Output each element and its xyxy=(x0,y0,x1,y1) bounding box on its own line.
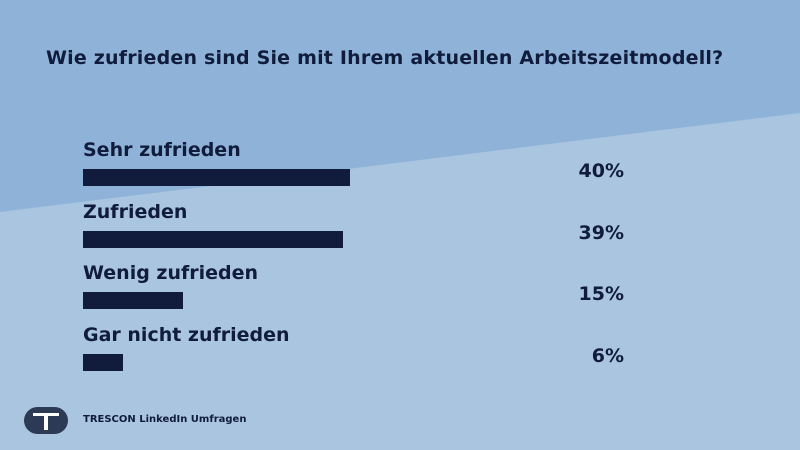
chart-title: Wie zufrieden sind Sie mit Ihrem aktuell… xyxy=(46,47,724,69)
brand-label: TRESCON LinkedIn Umfragen xyxy=(83,414,247,425)
value-label: 15% xyxy=(578,283,624,305)
value-label: 40% xyxy=(578,160,624,182)
bar xyxy=(83,353,124,371)
bar xyxy=(83,169,350,186)
trescon-logo xyxy=(24,407,68,434)
value-label: 6% xyxy=(591,344,624,367)
category-label: Wenig zufrieden xyxy=(83,262,259,284)
category-label: Gar nicht zufrieden xyxy=(83,323,290,346)
bar xyxy=(83,230,344,248)
category-label: Sehr zufrieden xyxy=(83,139,241,161)
bar xyxy=(83,292,184,309)
category-label: Zufrieden xyxy=(83,200,188,223)
value-label: 39% xyxy=(578,221,624,244)
